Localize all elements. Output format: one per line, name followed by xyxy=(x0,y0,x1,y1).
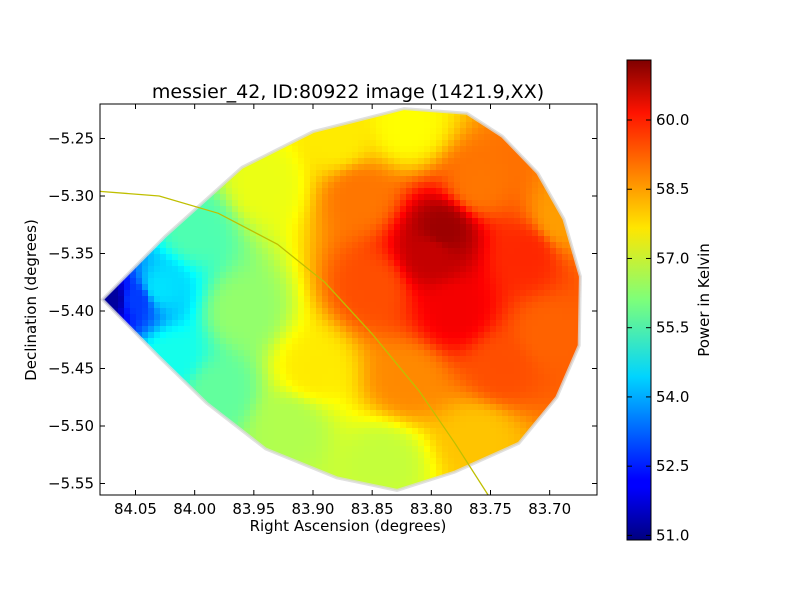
colorbar: 51.0 52.5 54.0 55.5 57.0 58.5 60.0 Power in Ke… xyxy=(626,59,713,544)
x-axis: 84.05 84.00 83.95 83.90 83.85 83.80 83.75 83.70 xyxy=(114,104,571,518)
x-tick-label: 83.95 xyxy=(232,500,275,518)
y-axis: −5.25 −5.30 −5.35 −5.40 −5.45 −5.50 −5.55 xyxy=(48,130,597,493)
colorbar-tick-label: 54.0 xyxy=(656,388,689,406)
x-tick-label: 83.80 xyxy=(410,500,453,518)
y-tick-label: −5.50 xyxy=(48,417,94,435)
x-tick-label: 83.85 xyxy=(351,500,394,518)
x-tick-label: 83.75 xyxy=(469,500,512,518)
overlay-arc xyxy=(100,190,489,495)
y-tick-label: −5.40 xyxy=(48,302,94,320)
colorbar-tick-label: 57.0 xyxy=(656,249,689,267)
colorbar-label: Power in Kelvin xyxy=(695,243,713,357)
y-tick-label: −5.45 xyxy=(48,360,94,378)
y-tick-label: −5.30 xyxy=(48,187,94,205)
x-tick-label: 83.70 xyxy=(528,500,571,518)
colorbar-tick-label: 52.5 xyxy=(656,457,689,475)
colorbar-tick-label: 55.5 xyxy=(656,319,689,337)
x-tick-label: 84.00 xyxy=(173,500,216,518)
colorbar-gradient xyxy=(626,59,652,541)
colorbar-tick-label: 51.0 xyxy=(656,526,689,544)
colorbar-tick-label: 58.5 xyxy=(656,180,689,198)
y-axis-label: Declination (degrees) xyxy=(22,219,40,381)
y-tick-label: −5.25 xyxy=(48,130,94,148)
x-tick-label: 84.05 xyxy=(114,500,157,518)
chart-title: messier_42, ID:80922 image (1421.9,XX) xyxy=(152,81,544,103)
x-tick-label: 83.90 xyxy=(292,500,335,518)
y-tick-label: −5.55 xyxy=(48,475,94,493)
x-axis-label: Right Ascension (degrees) xyxy=(250,517,447,535)
region-outline xyxy=(100,107,582,492)
colorbar-tick-label: 60.0 xyxy=(656,111,689,129)
plot-area xyxy=(99,103,598,496)
y-tick-label: −5.35 xyxy=(48,245,94,263)
